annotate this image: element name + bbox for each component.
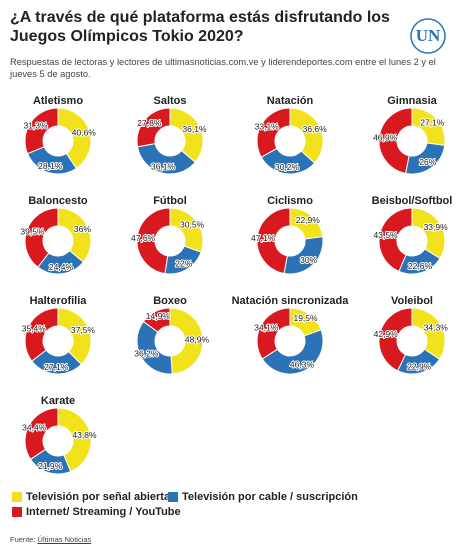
donut-segment [289, 107, 324, 164]
value-label: 26% [419, 157, 436, 167]
donut-segment [378, 207, 413, 272]
chart-title: Saltos [153, 95, 186, 107]
value-label: 42,9% [374, 329, 399, 339]
donut-segment [378, 307, 413, 372]
donut-segment [256, 207, 291, 275]
value-label: 21,9% [38, 461, 63, 471]
value-label: 34,4% [22, 423, 47, 433]
donut-segment [260, 147, 316, 175]
value-label: 36,6% [303, 124, 328, 134]
value-label: 31,3% [23, 120, 48, 130]
chart-title: Gimnasia [387, 95, 437, 107]
value-label: 30% [300, 255, 317, 265]
value-label: 22% [175, 258, 192, 268]
chart-title: Halterofilia [30, 295, 88, 307]
value-label: 37,5% [71, 325, 96, 335]
value-label: 24,4% [49, 262, 74, 272]
value-label: 46,3% [290, 359, 315, 369]
title: ¿A través de qué plataforma estás disfru… [10, 9, 390, 45]
value-label: 27,8% [137, 118, 162, 128]
chart-title: Boxeo [153, 295, 187, 307]
chart-title: Natación [267, 95, 314, 107]
chart-title: Ciclismo [267, 195, 313, 207]
donut-segment [169, 107, 204, 163]
chart-title: Karate [41, 395, 75, 407]
legend-label: Televisión por cable / suscripción [182, 491, 358, 503]
value-label: 43,8% [72, 430, 97, 440]
value-label: 34,3% [424, 322, 449, 332]
value-label: 34,1% [254, 322, 279, 332]
donut-segment [256, 107, 291, 158]
value-label: 40,6% [72, 127, 97, 137]
value-label: 36,1% [182, 124, 207, 134]
charts: Atletismo 40,6% 28,1% 31,3% Saltos 36,1% 36,1%… [12, 95, 453, 518]
chart-title: Voleibol [391, 295, 433, 307]
donut-segment [136, 143, 196, 175]
chart-title: Beisbol/Softbol [372, 195, 453, 207]
value-label: 27,1% [44, 362, 69, 372]
value-label: 22,6% [408, 261, 433, 271]
value-label: 35,4% [22, 323, 47, 333]
value-label: 36,2% [134, 348, 159, 358]
source: Fuente: Últimas Noticias [10, 535, 91, 544]
donut-segment [261, 329, 324, 375]
donut-segment [24, 307, 59, 362]
chart-title: Fútbol [153, 195, 187, 207]
source-link[interactable]: Últimas Noticias [37, 535, 92, 544]
legend-swatch [168, 492, 178, 502]
chart-title: Baloncesto [28, 195, 88, 207]
donut-segment [57, 207, 92, 263]
donut-segment [24, 207, 59, 268]
donut-segment [142, 307, 171, 333]
value-label: 33,9% [424, 222, 449, 232]
donut-segment [24, 407, 59, 461]
donut-segment [57, 407, 92, 473]
legend-swatch [12, 492, 22, 502]
value-label: 47,1% [251, 233, 276, 243]
legend-label: Televisión por señal abierta [26, 491, 171, 503]
logo-text: UN [416, 26, 441, 45]
donut-segment [136, 107, 171, 148]
value-label: 27,1% [420, 117, 445, 127]
legend-swatch [12, 507, 22, 517]
value-label: 33,1% [255, 122, 280, 132]
donut-segment [57, 307, 92, 366]
donut-segment [378, 107, 413, 174]
value-label: 36% [74, 224, 91, 234]
donut-segment [24, 107, 59, 155]
value-label: 22,9% [296, 215, 321, 225]
logo-circle [410, 18, 446, 54]
value-label: 28,1% [38, 161, 63, 171]
donut-segment [411, 207, 446, 260]
value-label: 30,2% [275, 162, 300, 172]
donut-segment [169, 307, 204, 375]
legend-label: Internet/ Streaming / YouTube [26, 506, 181, 518]
value-label: 19,5% [293, 313, 318, 323]
value-label: 30,5% [180, 220, 205, 230]
value-label: 46,9% [373, 133, 398, 143]
chart-title: Atletismo [33, 95, 83, 107]
value-label: 47,6% [131, 233, 156, 243]
logo: UN [410, 18, 446, 54]
value-label: 48,9% [185, 334, 210, 344]
subtitle: Respuestas de lectoras y lectores de ult… [10, 57, 436, 79]
value-label: 43,5% [374, 230, 399, 240]
donut-segment [136, 207, 171, 275]
source-label: Fuente: [10, 535, 36, 544]
donut-segment [136, 320, 173, 375]
donut-segment [256, 307, 291, 360]
value-label: 22,9% [407, 361, 432, 371]
value-label: 39,5% [20, 227, 45, 237]
donut-segment [57, 107, 92, 170]
donut-segment [169, 207, 204, 253]
value-label: 14,9% [146, 311, 171, 321]
chart-title: Natación sincronizada [232, 295, 350, 307]
value-label: 36,1% [151, 161, 176, 171]
